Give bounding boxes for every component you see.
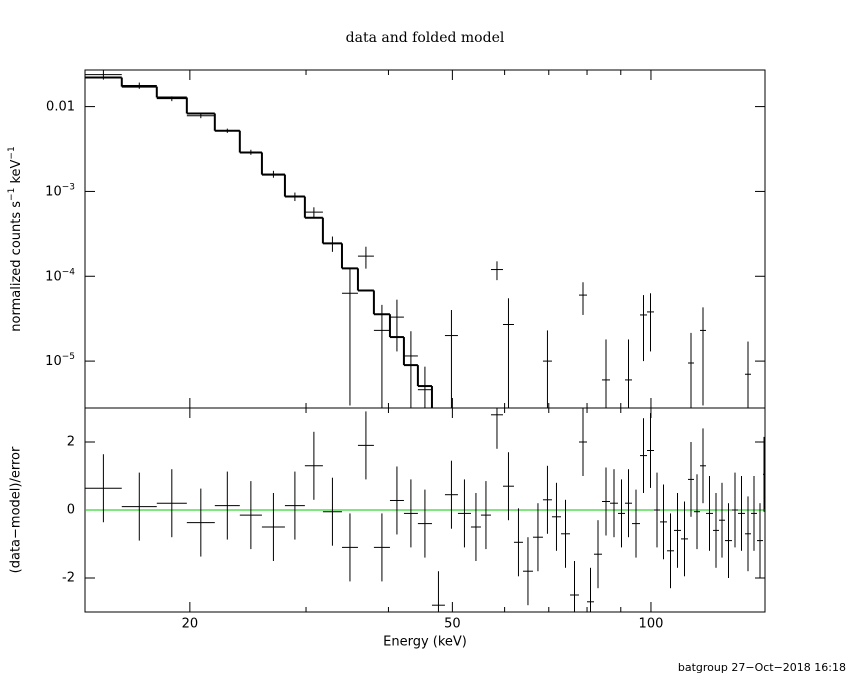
label-part: keV [9,159,24,187]
tick-base: 10 [45,184,62,199]
y-tick-label: 0.01 [46,99,75,114]
x-tick-label: 20 [182,617,199,632]
top-frame [84,69,766,409]
y-tick-label: 10−3 [45,182,75,199]
y-tick-label: -2 [62,571,75,586]
y-axis-label: normalized counts s−1 keV−1 [7,146,24,331]
x-axis-label: Energy (keV) [383,635,467,650]
y-tick-label: 2 [67,435,75,450]
x-tick-label: 50 [444,617,461,632]
tick-base: 10 [45,354,62,369]
chart-title: data and folded model [346,30,505,46]
footer: batgroup 27−Oct−2018 16:18 [678,661,846,674]
y-tick-label: 10−5 [45,352,75,369]
tick-exponent: −3 [62,182,75,192]
y-tick-label: 0 [67,503,75,518]
tick-exponent: −5 [62,352,75,362]
superscript: −1 [7,146,17,159]
x-tick-label: 100 [639,617,664,632]
y-tick-label: 10−4 [45,267,75,284]
tick-exponent: −4 [62,267,76,277]
label-part: normalized counts s [9,201,24,332]
tick-base: 10 [45,269,62,284]
y-axis-label: (data−model)/error [9,446,24,573]
superscript: −1 [7,188,17,201]
tick-base: 0.01 [46,99,75,114]
